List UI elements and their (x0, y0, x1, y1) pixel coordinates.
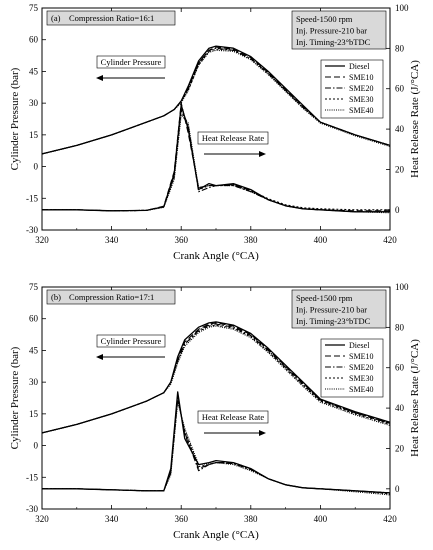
x-tick-label: 320 (35, 514, 49, 524)
legend-label-sme40: SME40 (349, 106, 373, 115)
y-right-tick-label: 40 (395, 403, 405, 413)
y-left-tick-label: 0 (34, 162, 39, 172)
hrr-line-sme40 (42, 401, 391, 496)
compression-ratio-label: Compression Ratio=17:1 (69, 292, 154, 302)
legend-label-sme20: SME20 (349, 363, 373, 372)
hrr-line-sme30 (42, 110, 390, 212)
condition-text: Speed-1500 rpm (296, 14, 353, 24)
condition-text: Inj. Pressure-210 bar (296, 305, 367, 315)
x-tick-label: 420 (383, 235, 397, 245)
panel-a: 320 340 360 380 400 420 -30 -15 0 15 30 45 60 75 0 20 40… (9, 3, 421, 262)
cylinder-pressure-box (96, 334, 166, 348)
x-tick-label: 360 (174, 514, 188, 524)
x-tick-label: 420 (383, 514, 397, 524)
y-right-tick-label: 80 (395, 43, 405, 53)
pressure-line-sme40 (41, 49, 391, 155)
cylinder-pressure-annotation: Cylinder Pressure (101, 57, 162, 67)
condition-text: Inj. Timing-23°bTDC (296, 37, 371, 47)
legend-label-diesel: Diesel (349, 62, 370, 71)
y-left-tick-label: -15 (26, 472, 38, 482)
hrr-line-sme40 (42, 114, 391, 214)
x-axis-label: Crank Angle (°CA) (173, 529, 259, 541)
y-left-tick-label: 60 (29, 314, 39, 324)
y-right-tick-label: 40 (395, 124, 405, 134)
legend-box (320, 338, 384, 398)
y-left-axis-label: Cylinder Pressure (bar) (9, 67, 21, 170)
condition-text: Inj. Pressure-210 bar (296, 26, 367, 36)
x-tick-label: 380 (244, 235, 258, 245)
cylinder-pressure-box (96, 55, 166, 69)
legend-label-sme30: SME30 (349, 95, 373, 104)
hrr-line-sme10 (42, 102, 390, 212)
heat-release-box (197, 410, 269, 424)
heat-release-arrowhead (259, 430, 266, 436)
legend-label-sme10: SME10 (349, 352, 373, 361)
cylinder-pressure-annotation: Cylinder Pressure (101, 336, 162, 346)
y-right-tick-label: 100 (395, 282, 409, 292)
x-tick-label: 340 (105, 235, 119, 245)
pressure-line-sme40 (41, 325, 391, 434)
y-left-tick-label: 75 (29, 3, 39, 13)
y-left-tick-label: 30 (29, 98, 39, 108)
ratio-box (46, 10, 176, 26)
x-tick-label: 340 (105, 514, 119, 524)
y-right-tick-label: 0 (395, 205, 400, 215)
pressure-line-sme30 (41, 48, 391, 155)
compression-ratio-label: Compression Ratio=16:1 (69, 13, 154, 23)
pressure-line-sme30 (41, 324, 391, 434)
cylinder-pressure-arrowhead (96, 354, 103, 360)
y-left-tick-label: 75 (29, 282, 39, 292)
y-left-axis-label: Cylinder Pressure (bar) (9, 346, 21, 449)
legend-label-diesel: Diesel (349, 341, 370, 350)
condition-text: Inj. Timing-23°bTDC (296, 316, 371, 326)
legend-label-sme40: SME40 (349, 385, 373, 394)
y-right-tick-label: 20 (395, 443, 405, 453)
y-left-tick-label: 30 (29, 377, 39, 387)
y-left-tick-label: 45 (29, 66, 39, 76)
legend-label-sme10: SME10 (349, 73, 373, 82)
y-left-tick-label: 15 (29, 409, 39, 419)
x-tick-label: 360 (174, 235, 188, 245)
x-tick-label: 380 (244, 514, 258, 524)
y-right-axis-label: Heat Release Rate (J/°CA) (409, 339, 421, 457)
heat-release-annotation: Heat Release Rate (202, 412, 265, 422)
y-right-tick-label: 100 (395, 3, 409, 13)
y-left-tick-label: 0 (34, 441, 39, 451)
conditions-box (291, 10, 387, 50)
heat-release-box (197, 131, 269, 145)
heat-release-arrowhead (259, 151, 266, 157)
y-right-axis-label: Heat Release Rate (J/°CA) (409, 60, 421, 178)
y-left-tick-label: 45 (29, 345, 39, 355)
y-left-tick-label: -15 (26, 193, 38, 203)
x-tick-label: 400 (314, 514, 328, 524)
y-left-tick-label: -30 (26, 225, 38, 235)
legend-label-sme20: SME20 (349, 84, 373, 93)
ratio-box (46, 289, 176, 305)
legend-box (320, 59, 384, 119)
y-left-tick-label: 60 (29, 35, 39, 45)
y-right-tick-label: 0 (395, 484, 400, 494)
conditions-box (291, 289, 387, 329)
legend-label-sme30: SME30 (349, 374, 373, 383)
hrr-line-sme10 (42, 395, 391, 494)
y-right-tick-label: 60 (395, 363, 405, 373)
y-right-tick-label: 80 (395, 322, 405, 332)
x-axis-label: Crank Angle (°CA) (173, 250, 259, 262)
hrr-line-diesel (42, 104, 390, 213)
heat-release-annotation: Heat Release Rate (202, 133, 265, 143)
y-right-tick-label: 60 (395, 84, 405, 94)
panel-label: (a) (51, 13, 61, 23)
panel-b: 320 340 360 380 400 420 -30 -15 0 15 30 45 60 75 0 20 40… (9, 282, 421, 541)
x-tick-label: 320 (35, 235, 49, 245)
x-tick-label: 400 (314, 235, 328, 245)
y-right-tick-label: 20 (395, 164, 405, 174)
condition-text: Speed-1500 rpm (296, 293, 353, 303)
hrr-line-sme20 (42, 108, 390, 213)
cylinder-pressure-arrowhead (96, 75, 103, 81)
panel-label: (b) (51, 292, 61, 302)
y-left-tick-label: -30 (26, 504, 38, 514)
y-left-tick-label: 15 (29, 130, 39, 140)
